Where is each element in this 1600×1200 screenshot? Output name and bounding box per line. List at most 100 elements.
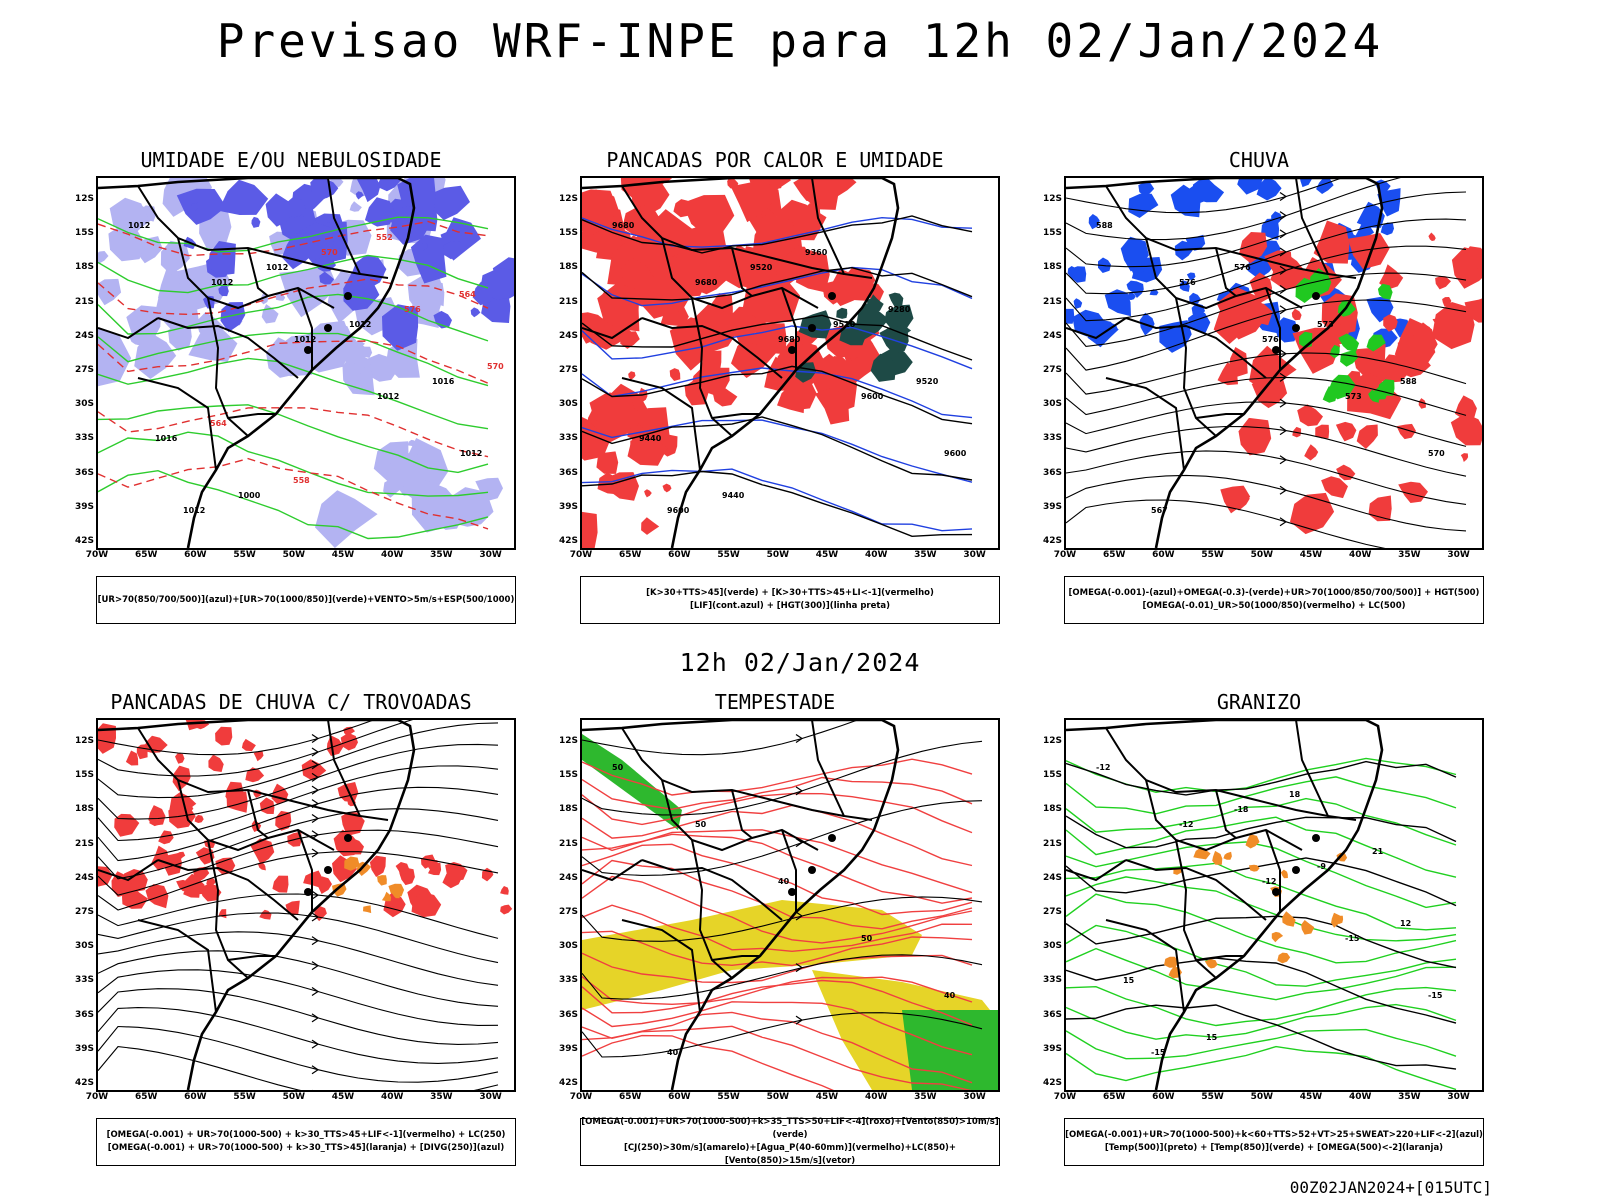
panel-title: TEMPESTADE	[714, 690, 836, 714]
lat-tick-label: 33S	[558, 975, 578, 986]
lon-tick-label: 40W	[864, 550, 888, 560]
panel-title: PANCADAS POR CALOR E UMIDADE	[606, 148, 944, 172]
legend-chuva: [OMEGA(-0.001)-(azul)+OMEGA(-0.3)-(verde…	[1064, 576, 1484, 624]
contour-label: 573	[1317, 320, 1334, 329]
lat-tick-label: 15S	[558, 228, 578, 239]
contour-label: 9600	[861, 392, 884, 401]
lat-tick-label: 12S	[1042, 736, 1062, 746]
lon-tick-label: 60W	[1152, 1092, 1175, 1102]
contour-label: 1012	[211, 278, 233, 287]
lon-tick-label: 45W	[331, 550, 355, 560]
lat-tick-label: 42S	[74, 1078, 94, 1088]
contour-label: 9440	[639, 434, 662, 443]
legend-line: [CJ(250)>30m/s](amarelo)+[Agua_P(40-60mm…	[623, 1143, 957, 1166]
contour-label: 573	[1345, 392, 1362, 401]
lon-tick-label: 55W	[1201, 1092, 1224, 1102]
lat-tick-label: 12S	[74, 194, 94, 204]
map-umidade: 1012 1012 1012 1012 1012 1012 1012 1012 1016 1016…	[96, 176, 516, 550]
lon-tick-label: 50W	[1250, 550, 1274, 560]
lon-tick-label: 65W	[1102, 550, 1126, 560]
lat-tick-label: 39S	[1042, 1043, 1062, 1054]
lon-tick-label: 30W	[963, 1092, 986, 1102]
lon-tick-label: 65W	[618, 1092, 642, 1102]
lon-tick-label: 30W	[963, 550, 986, 560]
lat-tick-label: 18S	[1042, 262, 1062, 273]
lon-tick-label: 35W	[1398, 1092, 1421, 1102]
lat-tick-label: 36S	[1042, 1009, 1062, 1020]
lat-tick-label: 21S	[558, 296, 578, 307]
contour-label: 576	[1179, 278, 1196, 287]
lon-tick-label: 40W	[864, 1092, 888, 1102]
lat-tick-label: 33S	[74, 975, 94, 986]
legend-line: [OMEGA(-0.001) + UR>70(1000-500) + k>30_…	[106, 1130, 506, 1140]
mid-title: 12h 02/Jan/2024	[679, 648, 921, 677]
map-canvas: -12 -12 -12 -15 -15 -15 -18 -9 12 15 15 18 21	[1066, 720, 1457, 1090]
lat-tick-label: 27S	[558, 907, 578, 917]
contour-label: 1016	[432, 377, 455, 386]
map-canvas: 588 576 576 573 570 567 576 573 588	[1066, 178, 1482, 548]
contour-label: 1012	[128, 221, 150, 230]
lon-tick-label: 65W	[134, 1092, 158, 1102]
contour-label: 588	[1400, 377, 1417, 386]
lon-tick-label: 50W	[766, 1092, 790, 1102]
lon-tick-label: 60W	[668, 550, 691, 560]
lon-tick-label: 35W	[430, 1092, 453, 1102]
contour-label: 576	[404, 305, 421, 314]
map-canvas	[98, 720, 513, 1090]
lat-tick-label: 42S	[558, 536, 578, 546]
lat-tick-label: 18S	[74, 262, 94, 273]
contour-label: 1000	[238, 491, 261, 500]
contour-label: 576	[1262, 335, 1279, 344]
map-tempestade: 50 50 40 50 40 40	[580, 718, 1000, 1092]
legend-line: [UR>70(850/700/500)](azul)+[UR>70(1000/8…	[97, 594, 515, 605]
lat-tick-label: 12S	[74, 736, 94, 746]
legend-line: [Temp(500)](preto) + [Temp(850)](verde) …	[1104, 1143, 1444, 1153]
contour-label: 9440	[722, 491, 745, 500]
lat-tick-label: 18S	[558, 804, 578, 815]
lat-tick-label: 18S	[74, 804, 94, 815]
lat-tick-label: 12S	[1042, 194, 1062, 204]
lat-tick-label: 42S	[1042, 536, 1062, 546]
lat-tick-label: 27S	[1042, 365, 1062, 375]
lat-tick-label: 18S	[1042, 804, 1062, 815]
panel-umidade: UMIDADE E/OU NEBULOSIDADE 1012 1012 1012 10…	[75, 148, 516, 628]
lon-tick-label: 30W	[479, 1092, 502, 1102]
legend-line: [OMEGA(-0.001) + UR>70(1000-500) + k>30_…	[107, 1143, 505, 1153]
map-trovoadas	[96, 718, 516, 1092]
lon-tick-label: 30W	[1447, 1092, 1470, 1102]
lat-tick-label: 30S	[558, 941, 578, 952]
lat-tick-label: 21S	[74, 296, 94, 307]
lon-tick-label: 60W	[184, 1092, 207, 1102]
lon-tick-label: 60W	[668, 1092, 691, 1102]
run-timestamp: 00Z02JAN2024+[015UTC]	[1289, 1178, 1492, 1197]
lon-tick-label: 40W	[1348, 1092, 1372, 1102]
legend-pancadas-calor: [K>30+TTS>45](verde) + [K>30+TTS>45+LI<-…	[580, 576, 1000, 624]
lon-tick-label: 70W	[569, 1092, 593, 1102]
lat-tick-label: 27S	[558, 365, 578, 375]
lon-tick-label: 60W	[184, 550, 207, 560]
contour-label: 50	[861, 934, 873, 943]
lat-tick-label: 39S	[558, 501, 578, 512]
lon-tick-label: 65W	[1102, 1092, 1126, 1102]
lat-tick-label: 42S	[1042, 1078, 1062, 1088]
map-chuva: 588 576 576 573 570 567 576 573 588	[1064, 176, 1484, 550]
lon-tick-label: 70W	[1053, 550, 1077, 560]
contour-label: 9520	[916, 377, 939, 386]
legend-granizo: [OMEGA(-0.001)+UR>70(1000-500)+k<60+TTS>…	[1064, 1118, 1484, 1166]
lon-tick-label: 30W	[1447, 550, 1470, 560]
contour-label: 576	[1234, 263, 1251, 272]
legend-line: [OMEGA(-0.001)+UR>70(1000-500)+k<60+TTS>…	[1065, 1130, 1483, 1140]
lat-tick-label: 21S	[558, 838, 578, 849]
map-granizo: -12 -12 -12 -15 -15 -15 -18 -9 12 15 15 18 21	[1064, 718, 1484, 1092]
lon-tick-label: 40W	[380, 1092, 404, 1102]
lat-tick-label: 36S	[74, 1009, 94, 1020]
lat-tick-label: 33S	[74, 433, 94, 444]
lat-tick-label: 15S	[74, 228, 94, 239]
contour-label: 1012	[377, 392, 399, 401]
contour-label: 567	[1151, 506, 1168, 515]
lat-tick-label: 15S	[74, 770, 94, 781]
lat-tick-label: 33S	[1042, 975, 1062, 986]
panel-title: GRANIZO	[1216, 690, 1302, 714]
lat-tick-label: 21S	[1042, 838, 1062, 849]
lat-tick-label: 24S	[74, 872, 94, 883]
